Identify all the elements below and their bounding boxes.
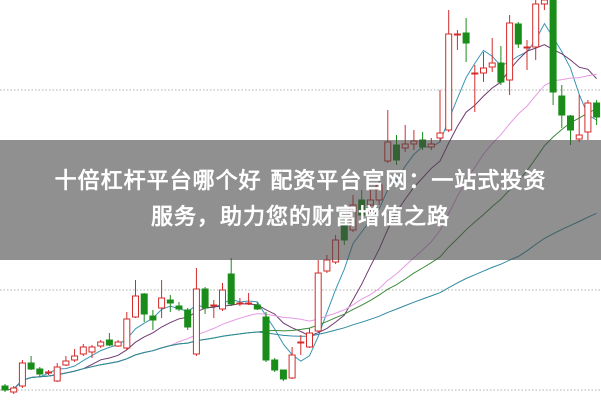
candle-up: [436, 132, 444, 139]
candle-up: [540, 0, 548, 5]
candle-up: [114, 341, 122, 347]
candle-down: [253, 304, 261, 310]
candle-up: [79, 346, 87, 355]
candle-up: [288, 354, 296, 379]
candle-up: [575, 134, 583, 140]
candle-down: [166, 299, 174, 304]
candle-down: [105, 339, 113, 346]
candle-up: [88, 346, 96, 353]
candle-down: [549, 0, 557, 93]
headline-line-1: 十倍杠杆平台哪个好 配资平台官网：一站式投资: [54, 169, 547, 194]
candle-down: [36, 368, 44, 375]
candle-up: [123, 318, 131, 349]
candle-down: [593, 102, 601, 118]
candle-down: [279, 369, 287, 380]
candle-down: [175, 305, 183, 310]
candle-up: [219, 289, 226, 310]
candle-up: [45, 371, 52, 374]
candle-up: [506, 22, 514, 81]
candle-up: [480, 67, 487, 74]
candle-up: [236, 302, 244, 305]
candle-up: [453, 33, 461, 36]
candle-up: [297, 341, 305, 344]
candle-down: [567, 115, 574, 131]
candle-up: [306, 332, 313, 348]
candle-up: [584, 102, 592, 133]
candle-up: [53, 366, 61, 382]
candle-down: [1, 385, 9, 391]
candle-up: [210, 304, 218, 307]
candle-down: [262, 316, 270, 361]
candle-up: [445, 33, 453, 131]
ma10-line: [4, 44, 597, 391]
candle-down: [27, 362, 35, 370]
candle-down: [462, 32, 470, 44]
candle-down: [184, 309, 192, 328]
candle-up: [471, 72, 479, 75]
candle-down: [140, 293, 148, 315]
candle-up: [323, 259, 331, 272]
candle-up: [10, 387, 18, 393]
candle-up: [523, 46, 531, 49]
candle-down: [201, 288, 209, 309]
candle-up: [71, 355, 79, 361]
candle-down: [271, 359, 279, 371]
candle-down: [558, 95, 566, 116]
candle-up: [62, 360, 70, 366]
headline-line-2: 服务，助力您的财富增值之路: [150, 205, 450, 230]
candle-down: [514, 23, 522, 45]
candle-up: [488, 62, 496, 68]
candle-up: [314, 272, 322, 332]
candle-down: [149, 315, 157, 321]
candle-down: [497, 62, 505, 83]
candle-up: [245, 302, 253, 305]
candle-up: [97, 341, 105, 347]
candle-up: [18, 362, 26, 387]
candle-up: [132, 295, 139, 318]
candle-up: [158, 297, 166, 309]
candle-up: [532, 3, 540, 48]
headline-banner: 十倍杠杆平台哪个好 配资平台官网：一站式投资 服务，助力您的财富增值之路: [0, 140, 601, 260]
candle-down: [227, 273, 235, 305]
candle-up: [192, 288, 200, 355]
